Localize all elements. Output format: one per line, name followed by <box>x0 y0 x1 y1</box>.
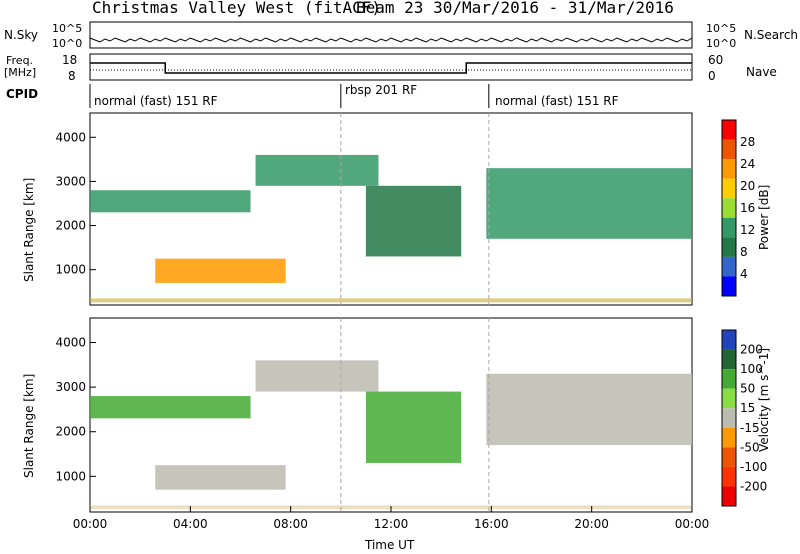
velocity-colorbar-tick: -50 <box>740 440 760 454</box>
power-colorbar-tick: 8 <box>740 245 748 259</box>
power-echo-region <box>486 168 692 239</box>
velocity-colorbar-cell <box>722 369 736 389</box>
power-echo-region <box>255 154 379 186</box>
velocity-echo-region <box>365 391 462 463</box>
power-colorbar-cell <box>722 139 736 160</box>
nsearch-label: N.Search <box>744 28 799 42</box>
velocity-colorbar-tick: -200 <box>740 479 767 493</box>
nave-label: Nave <box>746 65 777 79</box>
power-colorbar-cell <box>722 159 736 179</box>
power-colorbar-tick: 12 <box>740 223 755 237</box>
xtick-label: 12:00 <box>374 517 409 531</box>
velocity-colorbar-tick: 15 <box>740 401 755 415</box>
noise-panel-frame <box>89 21 693 49</box>
velocity-colorbar-cell <box>722 388 736 409</box>
velocity-ytick-label: 3000 <box>55 380 86 394</box>
velocity-colorbar-cell <box>722 466 736 487</box>
chart-title-left: Christmas Valley West (fitACF) <box>92 0 381 17</box>
cpid-label: CPID <box>6 87 39 101</box>
cpid-segment-3: normal (fast) 151 RF <box>495 94 619 108</box>
power-ytick-label: 1000 <box>55 263 86 277</box>
freq-tick-bottom: 8 <box>68 69 76 83</box>
power-colorbar-tick: 28 <box>740 135 755 149</box>
power-colorbar-cell <box>722 217 736 238</box>
chart-title-right: Beam 23 30/Mar/2016 - 31/Mar/2016 <box>356 0 674 17</box>
velocity-colorbar-cell <box>722 330 736 350</box>
xtick-label: 00:00 <box>675 517 710 531</box>
velocity-ytick-label: 1000 <box>55 469 86 483</box>
velocity-colorbar-cell <box>722 427 736 448</box>
power-ytick-label: 2000 <box>55 219 86 233</box>
freq-panel-frame <box>89 53 693 81</box>
power-ytick-label: 4000 <box>55 130 86 144</box>
power-colorbar-cell <box>722 178 736 199</box>
cpid-segment-1: normal (fast) 151 RF <box>94 94 218 108</box>
time-xlabel: Time UT <box>365 538 415 552</box>
velocity-colorbar-cell <box>722 349 736 370</box>
power-colorbar-frame <box>721 119 737 297</box>
xtick-label: 20:00 <box>574 517 609 531</box>
power-echo-region <box>365 185 462 257</box>
freq-label-1: Freq. <box>6 54 34 67</box>
freq-tick-top: 18 <box>62 53 78 67</box>
power-colorbar-cell <box>722 276 736 296</box>
power-colorbar-cell <box>722 237 736 257</box>
velocity-echo-region <box>155 465 286 490</box>
power-colorbar-tick: 16 <box>740 201 755 215</box>
velocity-colorbar-tick: -15 <box>740 421 760 435</box>
nave-tick-top: 60 <box>708 53 724 67</box>
noise-tick-left-bottom: 10^0 <box>52 37 83 50</box>
velocity-ytick-label: 4000 <box>55 336 86 350</box>
velocity-echo-region <box>90 396 251 419</box>
power-near-range-band <box>90 298 692 303</box>
xtick-label: 00:00 <box>73 517 108 531</box>
power-colorbar-cell <box>722 120 736 140</box>
velocity-echo-region <box>255 360 379 392</box>
xtick-label: 16:00 <box>474 517 509 531</box>
nsky-label: N.Sky <box>4 28 39 42</box>
freq-trace <box>90 62 692 74</box>
velocity-colorbar-cell <box>722 408 736 428</box>
power-colorbar-cell <box>722 256 736 277</box>
noise-tick-left-top: 10^5 <box>52 22 83 35</box>
power-echo-region <box>90 190 251 213</box>
nave-tick-bottom: 0 <box>708 69 716 83</box>
freq-label-2: [MHz] <box>4 66 37 79</box>
noise-trace <box>89 37 693 43</box>
velocity-ytick-label: 2000 <box>55 425 86 439</box>
noise-tick-right-bottom: 10^0 <box>706 37 737 50</box>
power-colorbar-cell <box>722 198 736 218</box>
velocity-colorbar-frame <box>721 329 737 507</box>
xtick-label: 04:00 <box>173 517 208 531</box>
velocity-colorbar-cell <box>722 447 736 467</box>
power-colorbar-tick: 20 <box>740 179 755 193</box>
velocity-colorbar-tick: -100 <box>740 460 767 474</box>
power-echo-region <box>155 258 286 283</box>
power-colorbar-tick: 24 <box>740 157 755 171</box>
velocity-colorbar-tick: 100 <box>740 362 763 376</box>
xtick-label: 08:00 <box>273 517 308 531</box>
velocity-colorbar-cell <box>722 486 736 506</box>
cpid-segment-2: rbsp 201 RF <box>345 83 418 97</box>
noise-tick-right-top: 10^5 <box>706 22 737 35</box>
power-colorbar-tick: 4 <box>740 267 748 281</box>
velocity-colorbar-tick: 50 <box>740 382 755 396</box>
velocity-echo-region <box>486 373 692 446</box>
velocity-colorbar-tick: 200 <box>740 343 763 357</box>
power-ytick-label: 3000 <box>55 174 86 188</box>
